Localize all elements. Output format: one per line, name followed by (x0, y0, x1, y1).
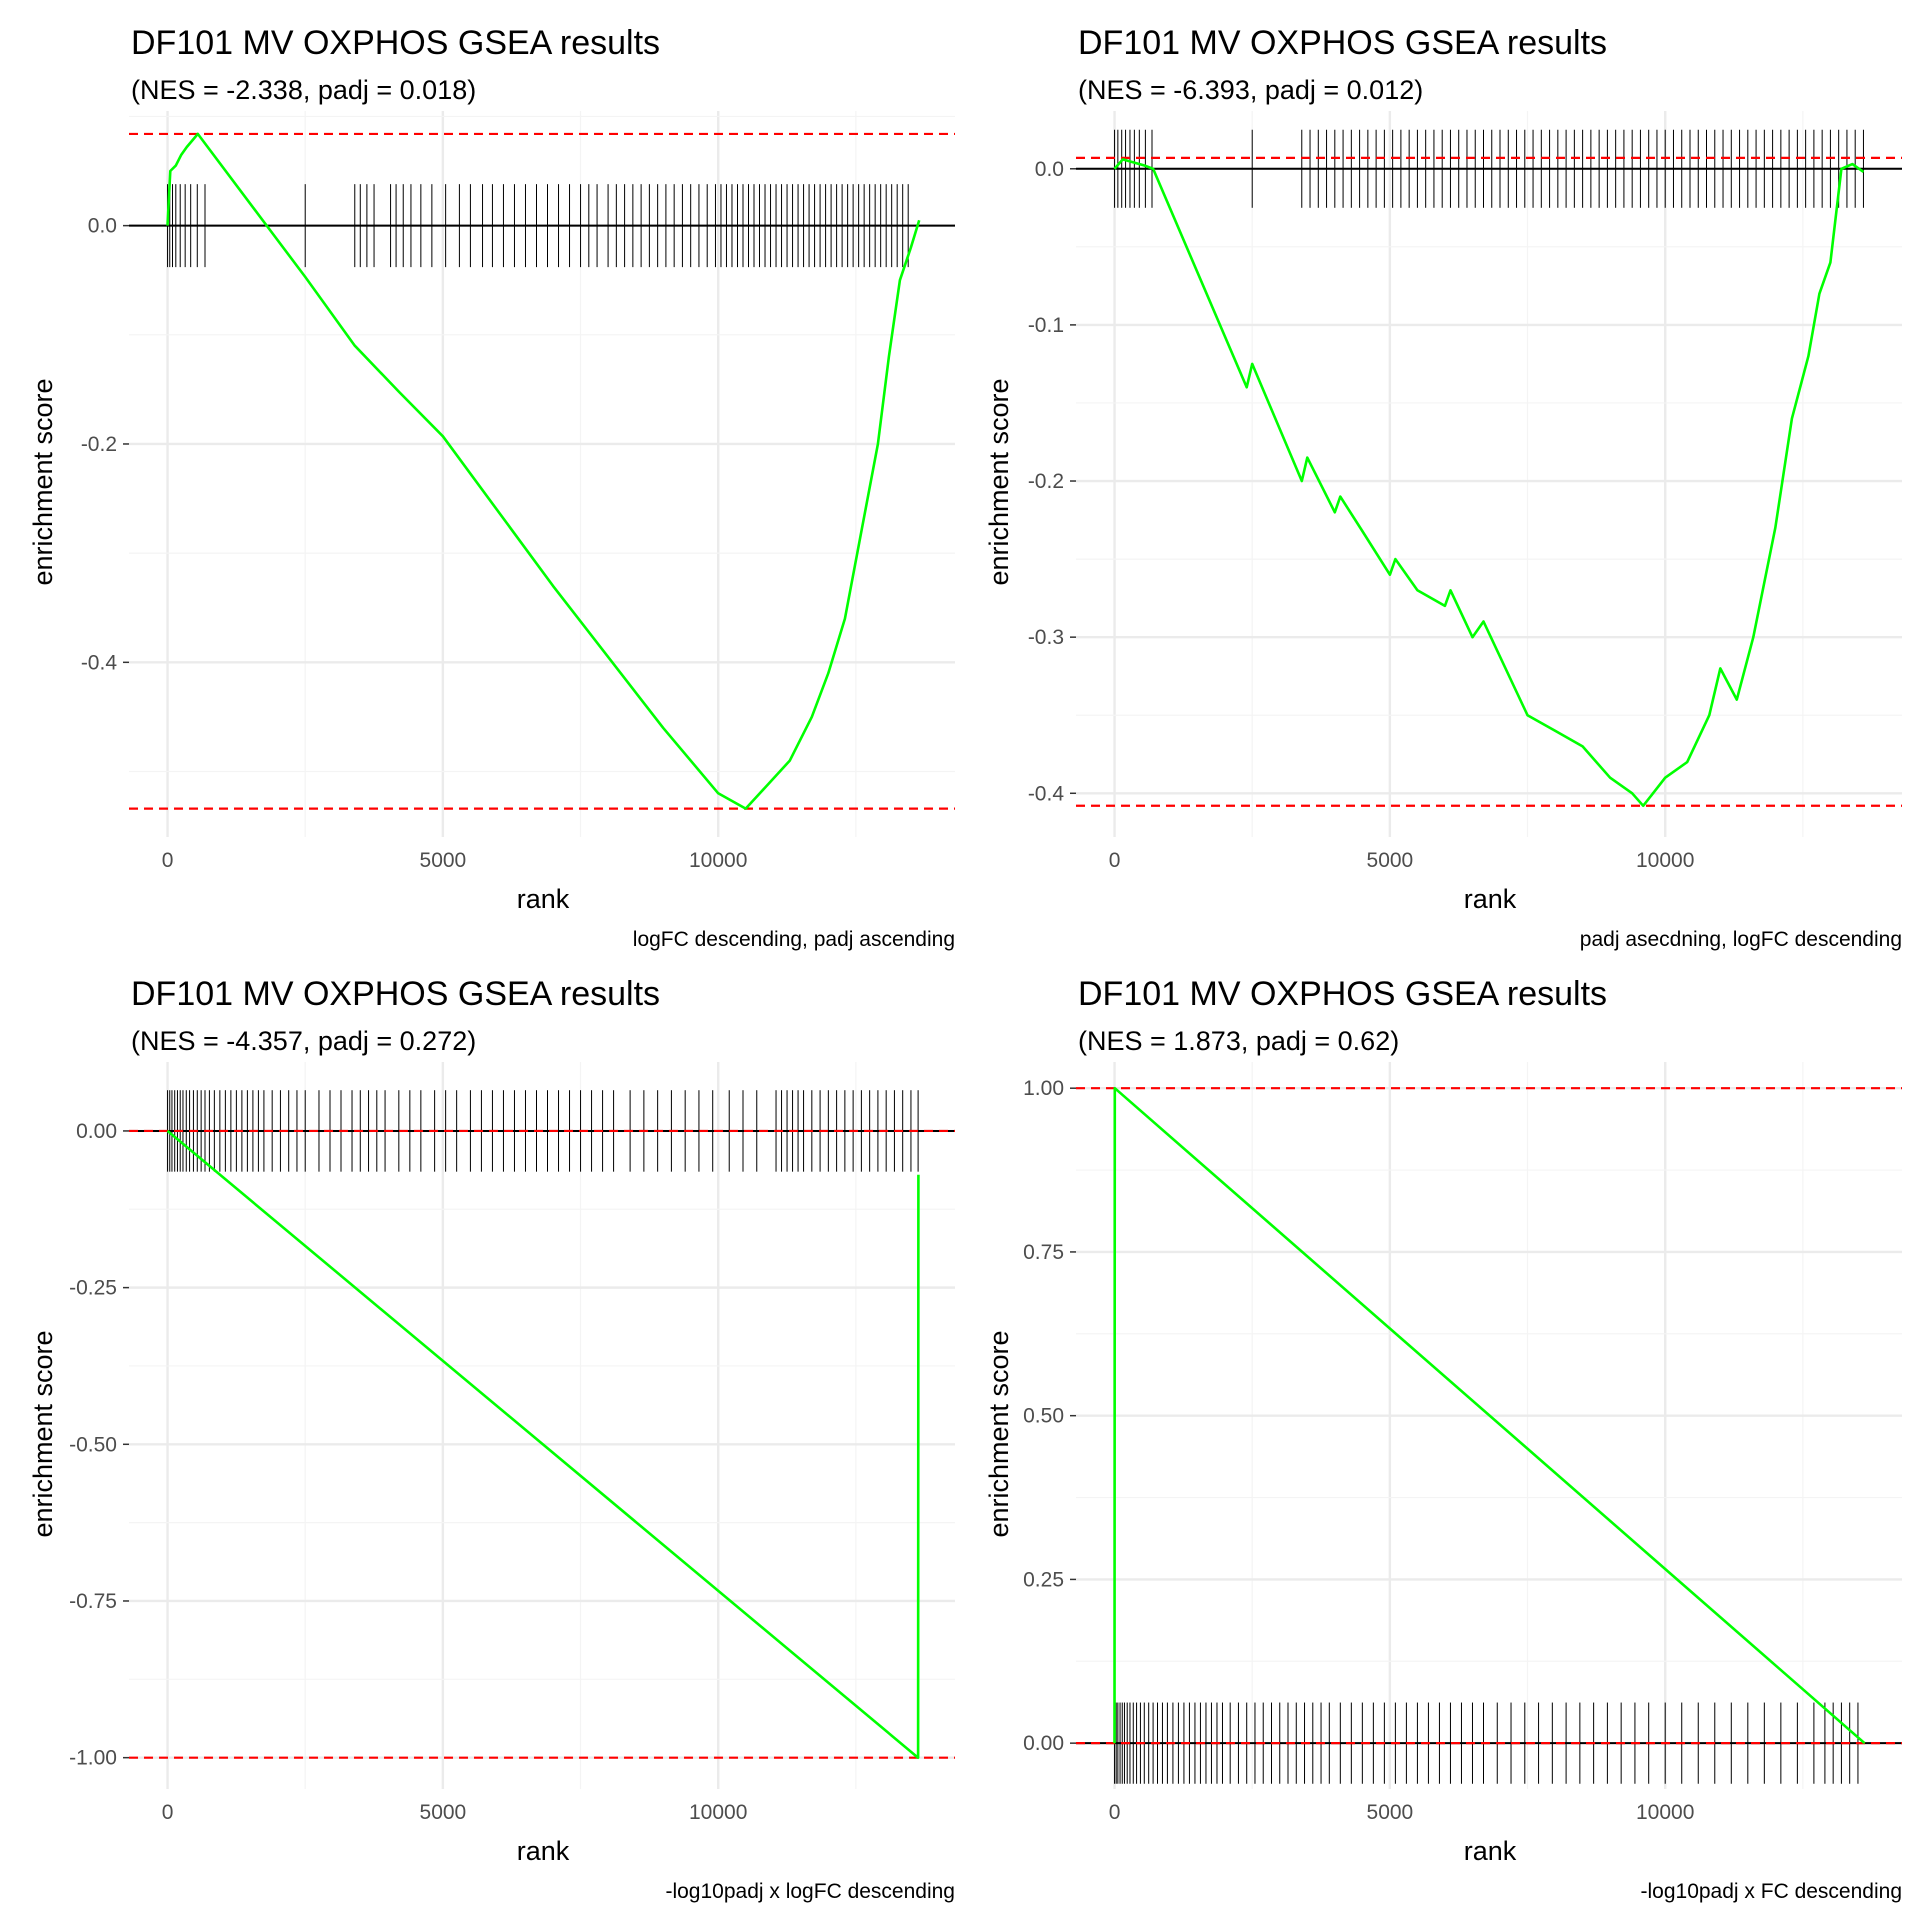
panel-3-enrichment-curve (166, 1129, 920, 1759)
panel-1-plot-area: 0 5000 10000 0.0 -0.2 -0.4 (81, 111, 955, 872)
panel-1-x-axis-label: rank (517, 884, 570, 914)
panel-3-caption: -log10padj x logFC descending (665, 1880, 955, 1903)
panel-3-title: DF101 MV OXPHOS GSEA results (131, 975, 660, 1013)
panel-3-y-tick-label: -1.00 (69, 1747, 117, 1770)
panel-2-x-tick-label: 0 (1109, 849, 1121, 872)
panel-2-title: DF101 MV OXPHOS GSEA results (1078, 24, 1607, 62)
panel-4-enrichment-curve (1113, 1086, 1866, 1745)
panel-2-x-tick-label: 10000 (1636, 849, 1694, 872)
panel-2-x-axis-label: rank (1464, 884, 1517, 914)
panel-3-x-tick-label: 5000 (420, 1801, 467, 1824)
panel-1-y-tick-label: -0.4 (81, 651, 118, 674)
panel-1-enrichment-curve (166, 132, 921, 810)
panel-2-y-tick-label: 0.0 (1035, 158, 1064, 181)
panel-4-y-tick-label: 0.25 (1023, 1568, 1064, 1591)
panel-4-y-tick-label: 0.00 (1023, 1732, 1064, 1755)
panel-1-caption: logFC descending, padj ascending (633, 928, 955, 951)
panel-2-subtitle: (NES = -6.393, padj = 0.012) (1078, 75, 1423, 105)
panel-3-x-tick-label: 0 (162, 1801, 174, 1824)
panel-2-y-tick-label: -0.2 (1028, 470, 1064, 493)
panel-1-x-tick-label: 10000 (689, 849, 747, 872)
panel-1-y-tick-label: -0.2 (81, 433, 117, 456)
panel-2-caption: padj asecdning, logFC descending (1580, 928, 1902, 951)
panel-2: DF101 MV OXPHOS GSEA results (NES = -6.3… (984, 24, 1902, 951)
panel-2-enrichment-curve (1113, 158, 1865, 808)
panel-2-plot-area: 0 5000 10000 0.0 -0.1 -0.2 -0.3 -0.4 (1028, 111, 1902, 872)
panel-1-y-tick-label: 0.0 (88, 215, 117, 238)
panel-1-title: DF101 MV OXPHOS GSEA results (131, 24, 660, 62)
panel-3-plot-area: 0 5000 10000 0.00 -0.25 -0.50 -0.75 -1.00 (69, 1062, 955, 1824)
panel-4-x-axis-label: rank (1464, 1836, 1517, 1866)
panel-3-y-tick-label: -0.50 (69, 1433, 117, 1456)
panel-3-y-tick-label: -0.25 (69, 1277, 117, 1300)
panel-3: DF101 MV OXPHOS GSEA results (NES = -4.3… (28, 975, 955, 1903)
panel-4: DF101 MV OXPHOS GSEA results (NES = 1.87… (984, 975, 1902, 1903)
panel-4-subtitle: (NES = 1.873, padj = 0.62) (1078, 1026, 1399, 1056)
panel-3-y-tick-label: 0.00 (76, 1120, 117, 1143)
panel-3-y-tick-label: -0.75 (69, 1590, 117, 1613)
panel-4-title: DF101 MV OXPHOS GSEA results (1078, 975, 1607, 1013)
panel-4-y-tick-label: 0.50 (1023, 1405, 1064, 1428)
panel-3-x-axis-label: rank (517, 1836, 570, 1866)
panel-4-x-tick-label: 0 (1109, 1801, 1121, 1824)
panel-1: DF101 MV OXPHOS GSEA results (NES = -2.3… (28, 24, 955, 951)
panel-3-subtitle: (NES = -4.357, padj = 0.272) (131, 1026, 476, 1056)
panel-4-y-tick-label: 0.75 (1023, 1241, 1064, 1264)
panel-4-x-tick-label: 10000 (1636, 1801, 1694, 1824)
panel-4-y-axis-label: enrichment score (984, 1330, 1014, 1537)
panel-2-y-tick-label: -0.1 (1028, 314, 1064, 337)
panel-4-plot-area: 0 5000 10000 0.00 0.25 0.50 0.75 1.00 (1023, 1062, 1902, 1824)
panel-4-y-tick-label: 1.00 (1023, 1077, 1064, 1100)
panel-1-subtitle: (NES = -2.338, padj = 0.018) (131, 75, 476, 105)
panel-1-x-tick-label: 0 (162, 849, 174, 872)
panel-4-x-tick-label: 5000 (1367, 1801, 1414, 1824)
panel-3-x-tick-label: 10000 (689, 1801, 747, 1824)
panel-2-y-tick-label: -0.4 (1028, 782, 1065, 805)
panel-1-x-tick-label: 5000 (420, 849, 467, 872)
panel-2-y-axis-label: enrichment score (984, 378, 1014, 585)
panel-1-y-axis-label: enrichment score (28, 378, 58, 585)
panel-4-caption: -log10padj x FC descending (1641, 1880, 1903, 1903)
panel-2-x-tick-label: 5000 (1367, 849, 1414, 872)
panel-3-y-axis-label: enrichment score (28, 1330, 58, 1537)
panel-2-y-tick-label: -0.3 (1028, 626, 1064, 649)
